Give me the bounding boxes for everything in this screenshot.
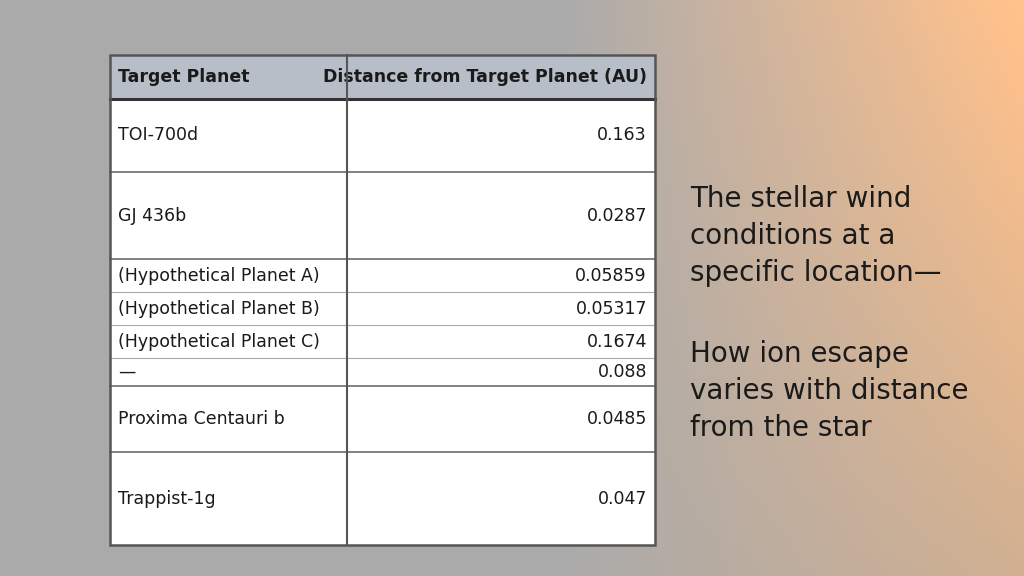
Bar	[110, 55, 347, 98]
Text: (Hypothetical Planet C): (Hypothetical Planet C)	[118, 333, 319, 351]
Text: —: —	[118, 363, 135, 381]
Text: (Hypothetical Planet A): (Hypothetical Planet A)	[118, 267, 319, 285]
Text: How ion escape
varies with distance
from the star: How ion escape varies with distance from…	[690, 340, 969, 442]
Text: 0.0485: 0.0485	[587, 410, 647, 428]
Text: Trappist-1g: Trappist-1g	[118, 490, 216, 507]
Text: The stellar wind
conditions at a
specific location—: The stellar wind conditions at a specifi…	[690, 185, 941, 287]
Bar	[347, 259, 655, 292]
Bar	[110, 98, 347, 172]
Text: 0.05859: 0.05859	[575, 267, 647, 285]
Text: Proxima Centauri b: Proxima Centauri b	[118, 410, 285, 428]
Text: 0.047: 0.047	[598, 490, 647, 507]
Text: TOI-700d: TOI-700d	[118, 126, 198, 144]
Bar	[347, 452, 655, 545]
Text: 0.0287: 0.0287	[587, 207, 647, 225]
Bar	[347, 172, 655, 259]
Bar	[347, 358, 655, 386]
Text: Distance from Target Planet (AU): Distance from Target Planet (AU)	[323, 68, 647, 86]
Text: 0.1674: 0.1674	[587, 333, 647, 351]
Bar	[110, 55, 655, 545]
Bar	[347, 55, 655, 98]
Bar	[347, 292, 655, 325]
Bar	[110, 325, 347, 358]
Bar	[347, 98, 655, 172]
Text: 0.088: 0.088	[597, 363, 647, 381]
Bar	[110, 452, 347, 545]
Bar	[110, 172, 347, 259]
Bar	[347, 386, 655, 452]
Text: (Hypothetical Planet B): (Hypothetical Planet B)	[118, 300, 319, 318]
Bar	[110, 358, 347, 386]
Text: 0.163: 0.163	[597, 126, 647, 144]
Text: Target Planet: Target Planet	[118, 68, 250, 86]
Bar	[110, 259, 347, 292]
Bar	[347, 325, 655, 358]
Text: GJ 436b: GJ 436b	[118, 207, 186, 225]
Text: 0.05317: 0.05317	[575, 300, 647, 318]
Bar	[110, 386, 347, 452]
Bar	[110, 292, 347, 325]
